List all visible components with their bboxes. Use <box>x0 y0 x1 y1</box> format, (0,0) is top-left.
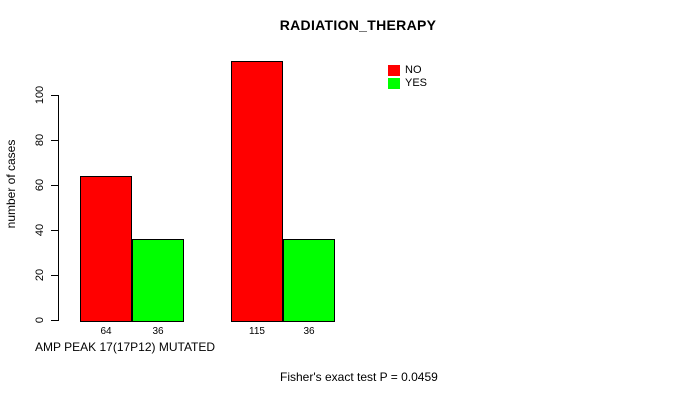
legend-item-yes: YES <box>388 77 427 90</box>
legend: NO YES <box>388 64 427 90</box>
bar-no-group2 <box>231 61 283 322</box>
y-tick-label: 40 <box>34 223 46 237</box>
y-tick-mark <box>51 95 58 96</box>
y-tick-mark <box>51 275 58 276</box>
y-tick-mark <box>51 320 58 321</box>
bar-yes-group2 <box>283 239 335 322</box>
y-tick-mark <box>51 230 58 231</box>
y-tick-label: 100 <box>34 85 46 105</box>
y-tick-label: 60 <box>34 178 46 192</box>
legend-item-no: NO <box>388 64 427 77</box>
bar-value-label: 115 <box>249 326 265 337</box>
bar-yes-group1 <box>132 239 184 322</box>
bar-value-label: 36 <box>152 326 164 337</box>
bar-value-label: 36 <box>303 326 315 337</box>
y-tick-label: 0 <box>34 316 46 324</box>
y-tick-label: 80 <box>34 133 46 147</box>
y-tick-mark <box>51 185 58 186</box>
y-axis-line <box>58 95 59 321</box>
bar-no-group1 <box>80 176 132 322</box>
y-axis-label: number of cases <box>4 139 18 229</box>
legend-swatch-no <box>388 65 400 76</box>
fisher-test-annotation: Fisher's exact test P = 0.0459 <box>280 370 438 384</box>
legend-label-no: NO <box>405 64 422 76</box>
chart-title: RADIATION_THERAPY <box>279 17 437 33</box>
y-tick-mark <box>51 140 58 141</box>
legend-label-yes: YES <box>405 77 428 89</box>
legend-swatch-yes <box>388 78 400 89</box>
bar-value-label: 64 <box>100 326 112 337</box>
x-axis-label: AMP PEAK 17(17P12) MUTATED <box>35 340 216 354</box>
y-tick-label: 20 <box>34 268 46 282</box>
